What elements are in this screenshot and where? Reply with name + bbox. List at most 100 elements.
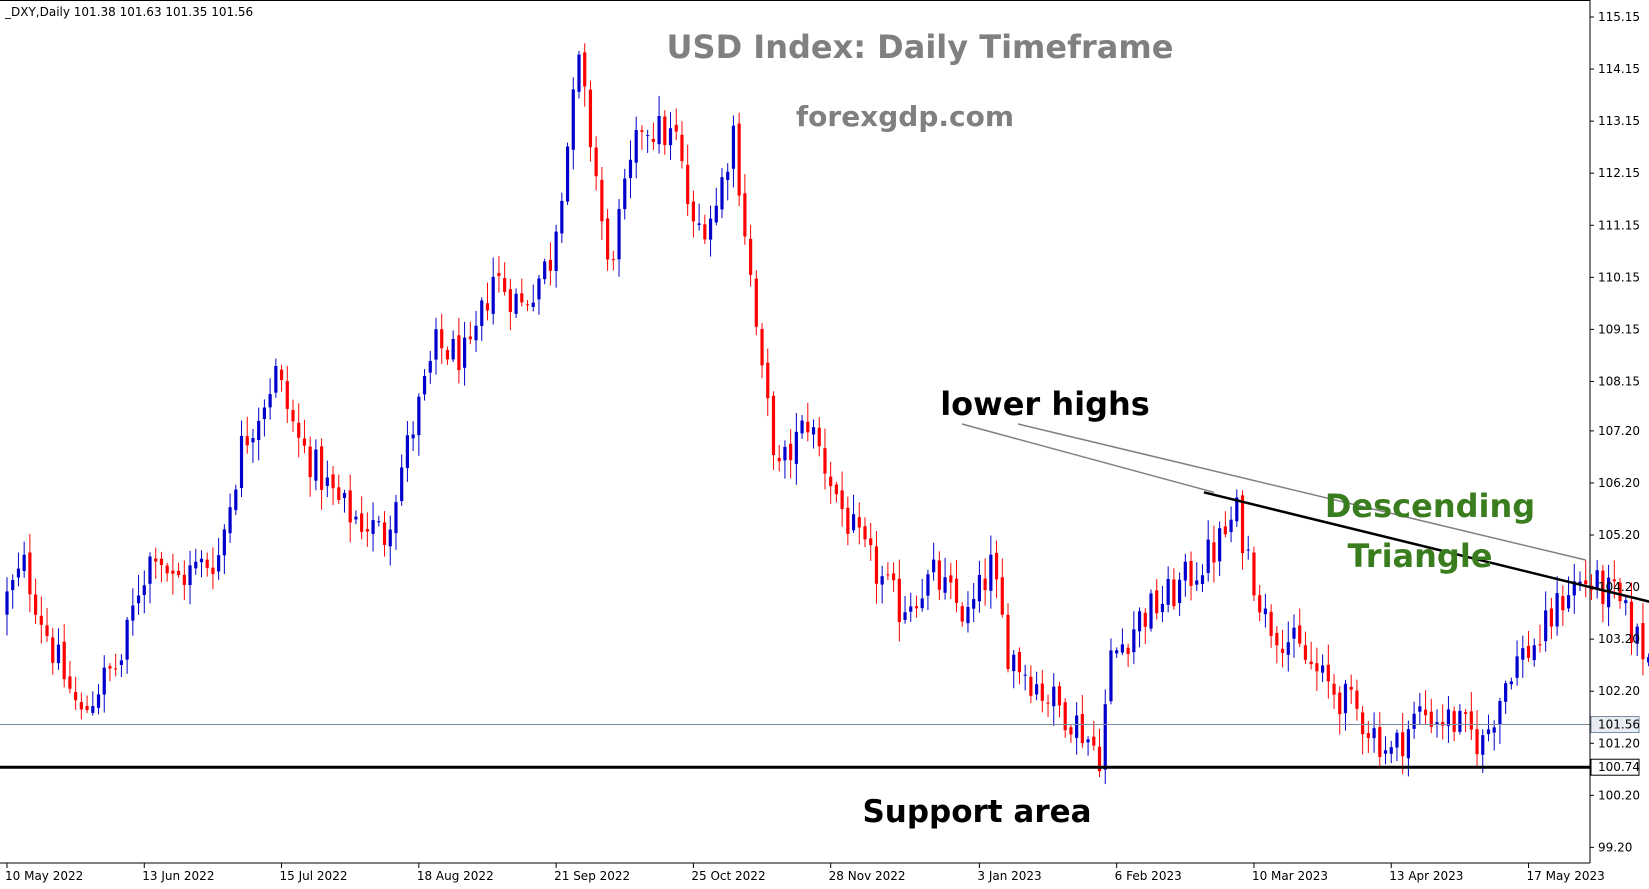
candle-body xyxy=(886,574,890,576)
candle-body xyxy=(565,146,570,202)
candle-body xyxy=(1035,684,1039,695)
candle-body xyxy=(1040,683,1044,701)
candle-body xyxy=(1338,692,1342,715)
candle xyxy=(1280,629,1285,668)
candle-body xyxy=(1143,612,1147,627)
candle-body xyxy=(1246,549,1250,551)
candle xyxy=(1269,604,1273,648)
candle-body xyxy=(943,577,947,593)
candle-body xyxy=(617,208,621,260)
candle-body xyxy=(228,507,232,534)
x-tick-label: 25 Oct 2022 xyxy=(691,869,765,883)
y-tick-label: 103.20 xyxy=(1598,632,1640,646)
candle-body xyxy=(1624,600,1628,604)
candle-body xyxy=(497,273,501,276)
candle xyxy=(525,300,530,312)
candle xyxy=(966,591,970,633)
candle-body xyxy=(485,303,490,311)
candle xyxy=(251,428,255,463)
candle-body xyxy=(977,574,981,602)
candle xyxy=(22,541,26,578)
candle-body xyxy=(1321,665,1325,673)
candle xyxy=(1401,712,1405,775)
lower-high-pointer-1 xyxy=(961,423,1215,494)
candle-body xyxy=(543,261,547,280)
lower-high-pointer-2 xyxy=(1017,423,1586,561)
candle xyxy=(1069,724,1073,743)
candle xyxy=(451,330,455,363)
support-area-label: Support area xyxy=(862,794,1091,830)
x-tick-label: 21 Sep 2022 xyxy=(554,869,630,883)
candle-body xyxy=(1572,581,1576,596)
candle-body xyxy=(177,570,181,576)
candle-body xyxy=(422,375,427,395)
candle-body xyxy=(600,179,604,222)
descending-trendline xyxy=(1203,491,1649,603)
candle-body xyxy=(62,641,66,680)
candle xyxy=(1052,673,1056,726)
candle xyxy=(588,80,593,162)
candle-body xyxy=(708,218,713,240)
candle xyxy=(777,444,781,472)
x-tick-label: 10 Mar 2023 xyxy=(1252,869,1328,883)
candle xyxy=(148,552,152,604)
candle xyxy=(51,627,55,675)
candle xyxy=(680,121,684,169)
candle xyxy=(371,502,375,552)
candle-body xyxy=(388,529,392,547)
candle-body xyxy=(491,276,495,314)
candle-body xyxy=(880,576,884,585)
candle xyxy=(834,481,838,503)
candle-body xyxy=(68,676,72,689)
candle xyxy=(863,517,867,548)
candle xyxy=(520,278,524,307)
candle xyxy=(508,279,512,331)
candle-body xyxy=(131,605,135,621)
candle xyxy=(440,313,444,364)
candle xyxy=(234,484,238,515)
candle-body xyxy=(451,339,455,360)
candle xyxy=(159,551,164,583)
candle xyxy=(1389,740,1393,764)
candle xyxy=(1126,643,1130,668)
candle-body xyxy=(51,637,55,663)
candle xyxy=(1526,630,1531,662)
candle xyxy=(548,242,552,286)
candle-body xyxy=(1498,701,1502,725)
candle-body xyxy=(245,436,249,446)
candle-body xyxy=(142,585,146,596)
candle-body xyxy=(1126,647,1130,655)
candle xyxy=(302,419,307,454)
candle xyxy=(972,583,976,623)
candle-body xyxy=(1292,627,1296,639)
candle xyxy=(1149,589,1153,632)
candle xyxy=(1481,729,1485,773)
candle-body xyxy=(1538,644,1542,646)
candle xyxy=(1309,641,1313,670)
candle xyxy=(943,557,947,600)
candle xyxy=(56,628,61,670)
candle xyxy=(1383,736,1388,765)
candle-body xyxy=(1515,656,1519,678)
candle-body xyxy=(1137,611,1142,632)
candle xyxy=(142,570,146,614)
candle-body xyxy=(325,477,329,486)
candle xyxy=(560,192,564,244)
candle-body xyxy=(1155,590,1159,614)
candle-body xyxy=(794,431,798,464)
candle-body xyxy=(28,552,32,595)
candle xyxy=(1229,506,1233,543)
candle xyxy=(182,560,186,601)
candle-body xyxy=(1097,746,1102,772)
candle xyxy=(211,547,215,590)
candle-body xyxy=(1183,561,1187,581)
candle-body xyxy=(1298,625,1302,644)
candle-body xyxy=(1223,526,1227,535)
candle xyxy=(188,550,192,605)
candle xyxy=(1212,525,1216,583)
candle xyxy=(354,510,358,525)
candle-body xyxy=(749,238,753,275)
candle xyxy=(1218,521,1222,576)
candle xyxy=(1046,694,1050,717)
candle-body xyxy=(651,138,655,142)
